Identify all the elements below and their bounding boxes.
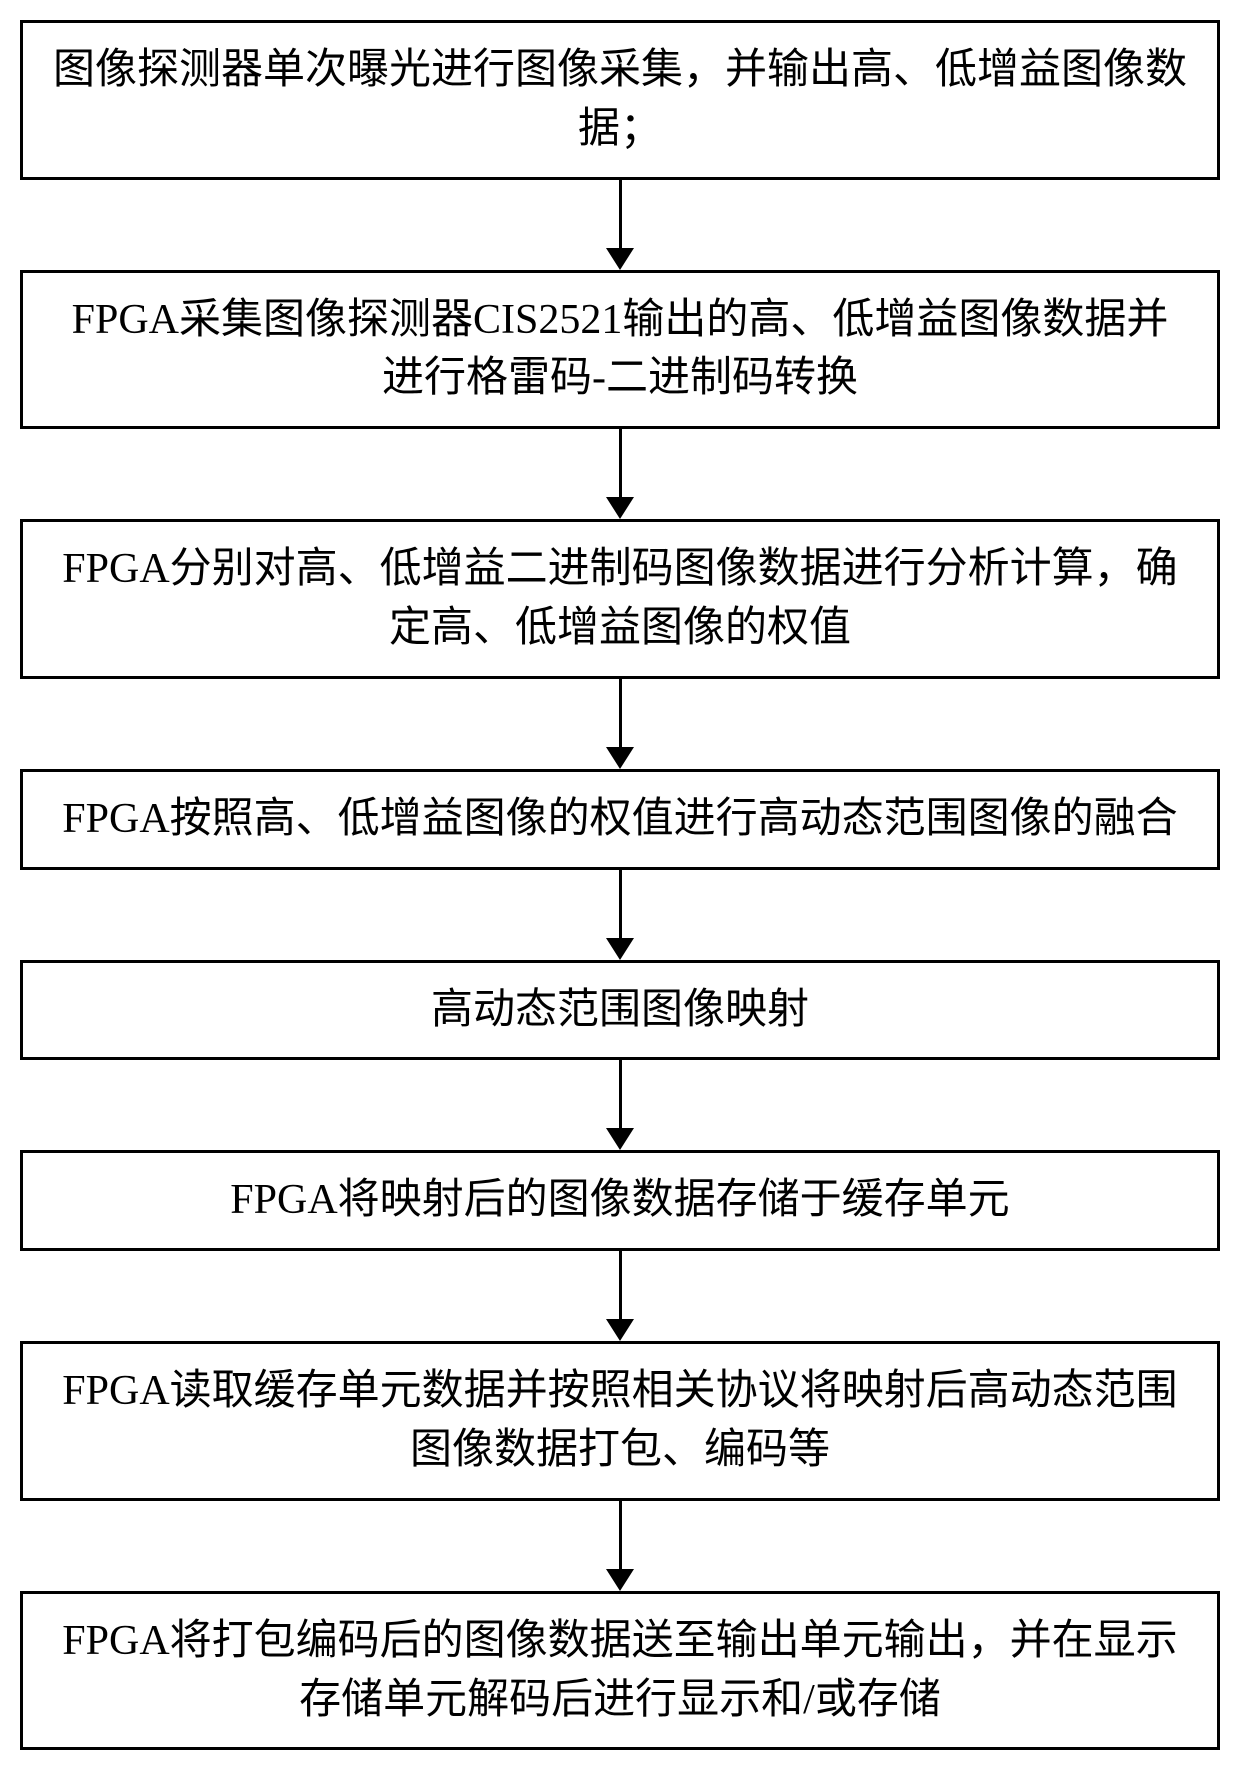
node-text: FPGA读取缓存单元数据并按照相关协议将映射后高动态范围图像数据打包、编码等 <box>53 1362 1187 1480</box>
flowchart-node-step3: FPGA分别对高、低增益二进制码图像数据进行分析计算，确定高、低增益图像的权值 <box>20 519 1220 679</box>
arrow-line <box>619 1060 622 1128</box>
arrow-head-icon <box>606 497 634 519</box>
arrow-head-icon <box>606 1128 634 1150</box>
flowchart-node-step4: FPGA按照高、低增益图像的权值进行高动态范围图像的融合 <box>20 769 1220 870</box>
flowchart-node-step5: 高动态范围图像映射 <box>20 960 1220 1061</box>
node-text: FPGA将映射后的图像数据存储于缓存单元 <box>230 1171 1009 1230</box>
arrow-3-4 <box>606 679 634 769</box>
node-text: 图像探测器单次曝光进行图像采集，并输出高、低增益图像数据； <box>53 41 1187 159</box>
flowchart-node-step2: FPGA采集图像探测器CIS2521输出的高、低增益图像数据并进行格雷码-二进制… <box>20 270 1220 430</box>
arrow-line <box>619 180 622 248</box>
arrow-6-7 <box>606 1251 634 1341</box>
flowchart-node-step8: FPGA将打包编码后的图像数据送至输出单元输出，并在显示存储单元解码后进行显示和… <box>20 1591 1220 1751</box>
arrow-head-icon <box>606 248 634 270</box>
arrow-2-3 <box>606 429 634 519</box>
arrow-1-2 <box>606 180 634 270</box>
arrow-line <box>619 1251 622 1319</box>
arrow-head-icon <box>606 747 634 769</box>
arrow-7-8 <box>606 1501 634 1591</box>
arrow-line <box>619 429 622 497</box>
flowchart-node-step6: FPGA将映射后的图像数据存储于缓存单元 <box>20 1150 1220 1251</box>
arrow-5-6 <box>606 1060 634 1150</box>
flowchart-node-step7: FPGA读取缓存单元数据并按照相关协议将映射后高动态范围图像数据打包、编码等 <box>20 1341 1220 1501</box>
arrow-head-icon <box>606 1319 634 1341</box>
flowchart-container: 图像探测器单次曝光进行图像采集，并输出高、低增益图像数据； FPGA采集图像探测… <box>20 20 1220 1750</box>
node-text: FPGA按照高、低增益图像的权值进行高动态范围图像的融合 <box>62 790 1177 849</box>
arrow-line <box>619 870 622 938</box>
arrow-head-icon <box>606 1569 634 1591</box>
node-text: FPGA将打包编码后的图像数据送至输出单元输出，并在显示存储单元解码后进行显示和… <box>53 1612 1187 1730</box>
arrow-4-5 <box>606 870 634 960</box>
node-text: FPGA分别对高、低增益二进制码图像数据进行分析计算，确定高、低增益图像的权值 <box>53 540 1187 658</box>
flowchart-node-step1: 图像探测器单次曝光进行图像采集，并输出高、低增益图像数据； <box>20 20 1220 180</box>
arrow-line <box>619 1501 622 1569</box>
node-text: 高动态范围图像映射 <box>431 981 809 1040</box>
arrow-line <box>619 679 622 747</box>
node-text: FPGA采集图像探测器CIS2521输出的高、低增益图像数据并进行格雷码-二进制… <box>53 291 1187 409</box>
arrow-head-icon <box>606 938 634 960</box>
